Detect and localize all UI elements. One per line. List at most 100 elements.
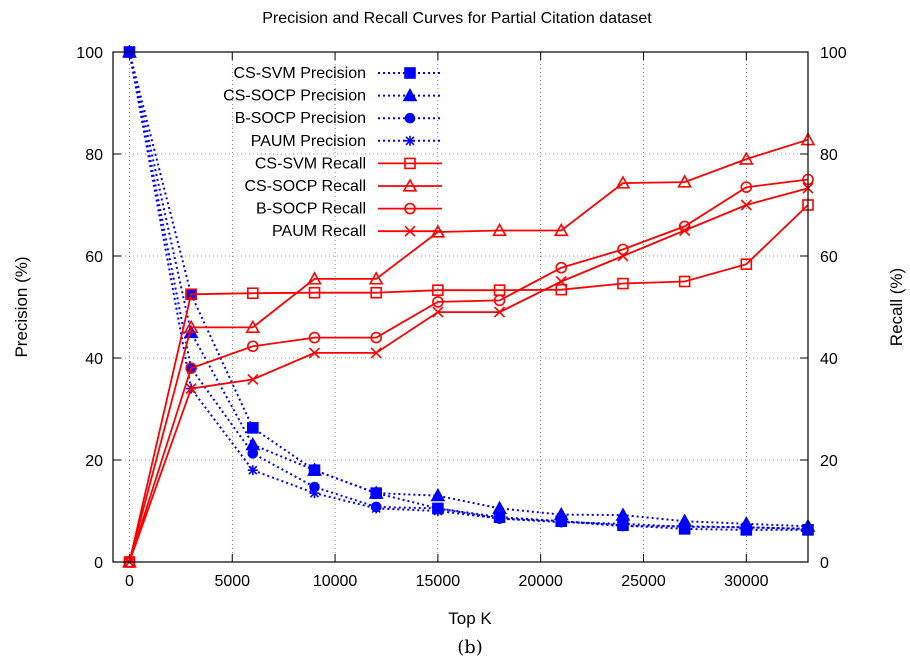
legend-marker [404, 112, 416, 124]
plot-series [122, 44, 816, 568]
legend-marker [404, 157, 416, 170]
legend-label: CS-SVM Recall [255, 155, 366, 172]
series-7 [123, 182, 814, 568]
data-point [185, 383, 197, 395]
x-tick-label: 20000 [518, 573, 563, 590]
x-axis-label: Top K [448, 609, 492, 628]
legend: CS-SVM Precision CS-SOCP Precision B-SOCP … [223, 65, 442, 240]
data-point [493, 294, 506, 307]
y2-tick-label: 60 [820, 249, 838, 266]
y-tick-label: 0 [94, 555, 103, 572]
data-point [308, 331, 321, 344]
grid [113, 51, 808, 563]
legend-label: B-SOCP Recall [256, 201, 366, 218]
data-point [432, 284, 444, 296]
data-point [370, 347, 382, 359]
data-point [738, 151, 754, 165]
data-point [740, 181, 753, 193]
legend-entry-7: PAUM Recall [272, 223, 442, 240]
data-point [556, 516, 567, 527]
legend-entry-5: CS-SOCP Recall [244, 178, 442, 195]
legend-marker [404, 67, 416, 79]
series-line [128, 51, 809, 528]
data-point [370, 286, 382, 299]
y2-tick-label: 80 [820, 147, 838, 164]
legend-label: CS-SOCP Recall [244, 178, 366, 195]
data-point [370, 331, 382, 344]
data-point [492, 222, 507, 237]
data-point [677, 174, 692, 188]
x-tick-label: 30000 [724, 573, 769, 590]
data-point [615, 175, 631, 189]
data-point [615, 507, 631, 521]
data-point [617, 521, 628, 532]
data-point [617, 243, 629, 256]
data-point [740, 258, 753, 270]
y2-tick-label: 40 [820, 351, 838, 368]
series-line [128, 138, 809, 563]
data-point [247, 448, 259, 459]
data-point [555, 261, 568, 274]
x-tick-label: 5000 [214, 573, 250, 590]
data-point [309, 488, 320, 499]
figure-caption: (b) [457, 637, 483, 658]
legend-entry-0: CS-SVM Precision [234, 65, 442, 82]
data-point [494, 306, 506, 318]
data-point [307, 271, 322, 285]
series-1 [122, 44, 816, 532]
data-point [679, 224, 691, 237]
data-point [617, 250, 629, 262]
y-axis-label: Precision (%) [12, 256, 31, 357]
legend-label: CS-SOCP Precision [223, 88, 366, 105]
data-point [185, 288, 197, 301]
data-point [308, 286, 321, 299]
series-line [128, 204, 809, 563]
data-point [492, 500, 507, 515]
data-point [555, 283, 568, 296]
y2-tick-label: 100 [820, 45, 847, 62]
legend-label: PAUM Recall [272, 223, 366, 240]
series-line [128, 178, 809, 563]
legend-entry-2: B-SOCP Precision [235, 110, 442, 127]
data-point [494, 513, 505, 524]
data-point [307, 462, 322, 476]
legend-label: B-SOCP Precision [235, 110, 366, 127]
legend-marker [402, 87, 418, 102]
data-point [308, 347, 321, 359]
legend-label: CS-SVM Precision [234, 65, 366, 82]
legend-marker [404, 225, 416, 237]
data-point [185, 362, 197, 375]
data-point [183, 319, 199, 334]
legend-label: PAUM Precision [251, 133, 366, 150]
data-point [555, 275, 567, 288]
y-tick-label: 40 [85, 351, 103, 368]
series-line [128, 187, 809, 563]
data-point [247, 340, 259, 353]
legend-entry-4: CS-SVM Recall [255, 155, 442, 172]
data-point [432, 296, 444, 308]
series-line [128, 51, 809, 530]
series-line [128, 51, 809, 530]
chart-title: Precision and Recall Curves for Partial … [262, 10, 652, 27]
y2-tick-label: 0 [820, 555, 829, 572]
y-tick-label: 100 [76, 45, 103, 62]
data-point [247, 465, 258, 476]
data-point [247, 422, 259, 434]
x-tick-label: 10000 [313, 573, 358, 590]
data-point [678, 275, 691, 288]
y-tick-label: 20 [85, 453, 103, 470]
y-tick-label: 80 [85, 147, 103, 164]
data-point [371, 503, 382, 514]
series-6 [123, 173, 814, 568]
data-point [679, 521, 690, 532]
x-tick-label: 0 [125, 573, 134, 590]
data-point [617, 277, 629, 290]
plot-frame [112, 51, 809, 563]
y-tick-label: 60 [85, 249, 103, 266]
data-point [432, 306, 444, 318]
x-tick-label: 15000 [416, 573, 461, 590]
y2-tick-label: 20 [820, 453, 838, 470]
data-point [368, 271, 384, 285]
y2-axis-label: Recall (%) [887, 268, 906, 346]
